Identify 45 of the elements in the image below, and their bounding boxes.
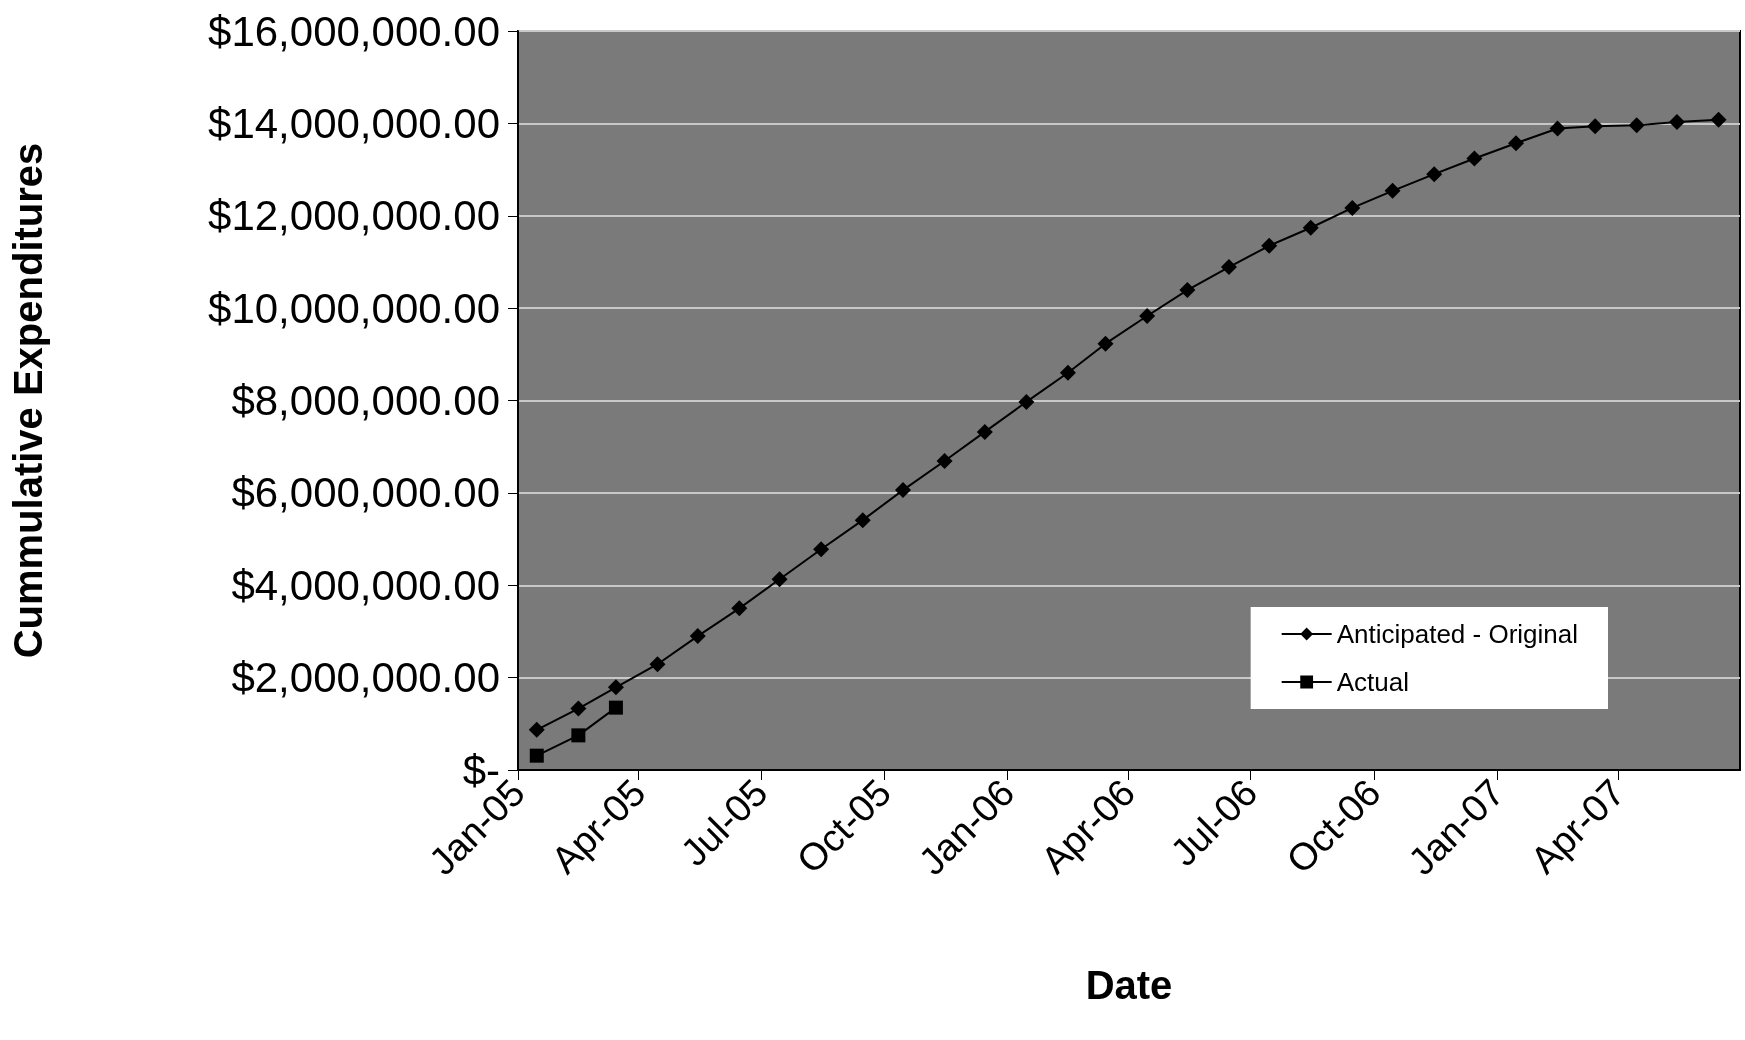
x-axis-title: Date — [1085, 963, 1173, 1007]
point — [813, 541, 830, 558]
point — [529, 748, 544, 763]
point — [936, 453, 953, 470]
point — [731, 600, 748, 617]
point — [1426, 166, 1443, 183]
point — [1549, 120, 1566, 137]
point — [976, 423, 993, 440]
point — [1344, 199, 1361, 216]
point — [1587, 118, 1604, 135]
point — [689, 628, 706, 645]
point — [894, 482, 911, 499]
point — [570, 700, 587, 717]
y-tick-label: $14,000,000.00 — [208, 99, 500, 147]
y-tick-label: $4,000,000.00 — [231, 561, 500, 609]
point — [1179, 282, 1196, 299]
legend-label: Actual — [1336, 667, 1409, 697]
point — [1059, 364, 1076, 381]
point — [1668, 113, 1685, 130]
point — [1139, 307, 1156, 324]
y-tick-label: $10,000,000.00 — [208, 284, 500, 332]
point — [571, 728, 586, 743]
point — [1466, 150, 1483, 167]
point — [1384, 182, 1401, 199]
y-tick-label: $8,000,000.00 — [231, 377, 500, 424]
point — [1710, 111, 1727, 128]
point — [1097, 335, 1114, 352]
point — [1220, 259, 1237, 276]
point — [1628, 117, 1645, 134]
point — [771, 571, 788, 588]
y-tick-label: $2,000,000.00 — [231, 654, 500, 702]
y-tick-label: $12,000,000.00 — [208, 192, 500, 240]
point — [649, 656, 666, 673]
point — [1018, 393, 1035, 410]
point — [608, 700, 623, 715]
legend-label: Anticipated - Original — [1336, 619, 1579, 649]
y-tick-label: $16,000,000.00 — [208, 7, 500, 55]
point — [607, 679, 624, 696]
point — [528, 721, 545, 738]
y-axis-title: Cummulative Expenditures — [6, 142, 50, 659]
point — [1507, 135, 1524, 152]
y-tick-label: $6,000,000.00 — [231, 469, 500, 517]
point — [1302, 219, 1319, 236]
point — [854, 512, 871, 529]
point — [1261, 237, 1278, 254]
